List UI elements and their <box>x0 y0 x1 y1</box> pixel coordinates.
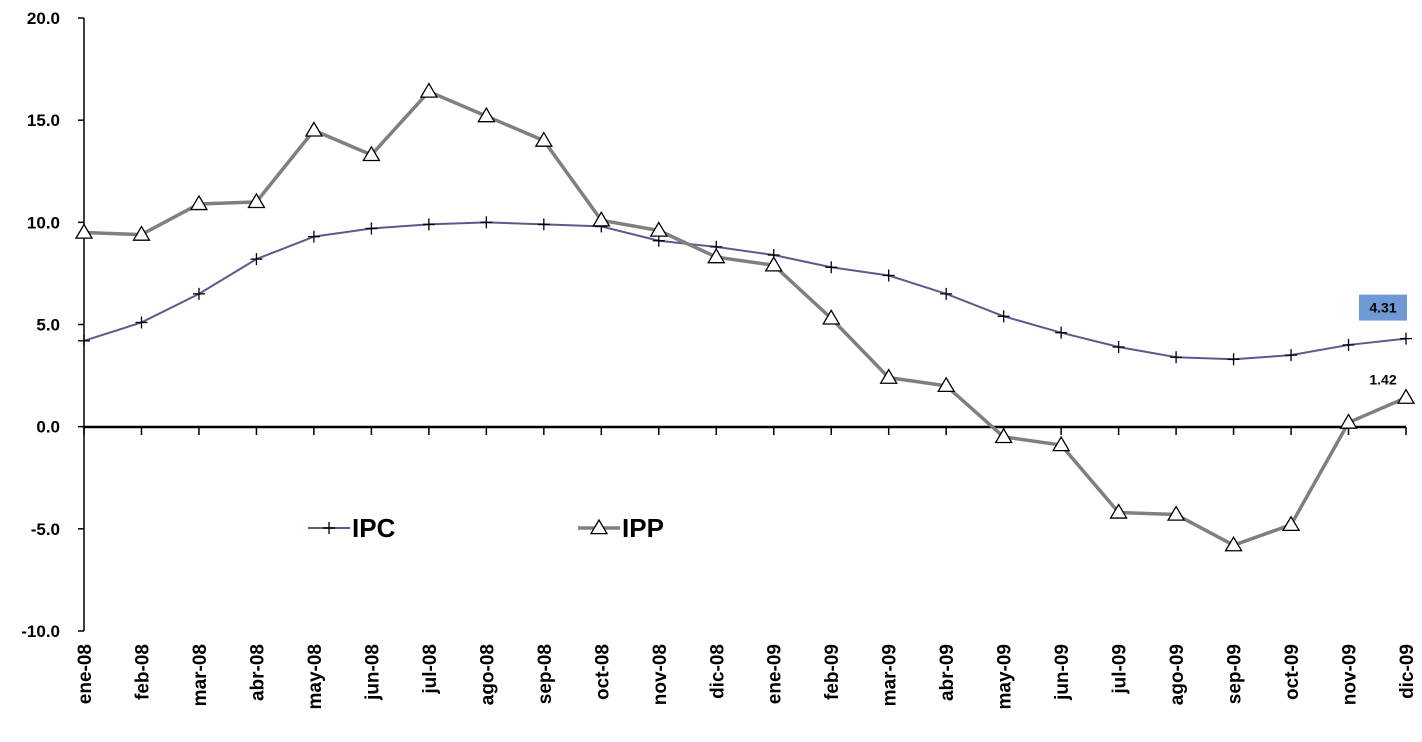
data-point-ipp <box>477 106 496 123</box>
data-point-ipc <box>825 261 838 274</box>
data-point-ipc <box>1285 349 1298 362</box>
data-point-ipc <box>1112 340 1125 353</box>
x-tick-label: nov-09 <box>1340 644 1361 705</box>
legend-label: IPC <box>352 513 396 543</box>
data-point-ipp <box>247 192 266 209</box>
data-point-ipc <box>1170 351 1183 364</box>
x-tick-label: sep-08 <box>535 644 556 704</box>
x-tick-label: jul-08 <box>420 644 441 695</box>
data-point-ipp <box>419 82 439 98</box>
data-label-ipp: 1.42 <box>1369 372 1396 388</box>
x-tick-label: oct-09 <box>1282 644 1303 700</box>
x-tick-label: ene-08 <box>75 644 96 704</box>
data-point-ipp <box>994 427 1013 444</box>
series-line-ipp <box>83 89 1407 547</box>
data-point-ipc <box>997 310 1010 323</box>
x-tick-label: jul-09 <box>1110 644 1131 695</box>
data-point-ipc <box>480 216 493 229</box>
x-tick-label: dic-09 <box>1397 644 1418 699</box>
legend-marker <box>323 522 335 534</box>
data-point-ipp <box>1166 505 1186 521</box>
data-point-ipc <box>1400 332 1412 345</box>
data-point-ipp <box>1396 388 1416 404</box>
x-tick-label: ago-09 <box>1167 644 1188 705</box>
x-tick-label: oct-08 <box>592 644 613 700</box>
data-point-ipc <box>1227 353 1240 366</box>
data-point-ipc <box>135 316 148 329</box>
x-tick-label: may-09 <box>995 644 1016 710</box>
data-point-ipp <box>649 221 668 237</box>
series-line-ipc <box>83 221 1407 361</box>
legend-item-ipp: IPP <box>578 513 664 543</box>
x-tick-label: may-08 <box>305 644 326 710</box>
data-point-ipc <box>422 218 435 231</box>
data-point-ipc <box>250 253 263 266</box>
x-tick-label: dic-08 <box>707 644 728 699</box>
x-tick-label: abr-08 <box>247 644 268 701</box>
data-point-ipc <box>940 287 953 300</box>
data-point-ipp <box>937 376 956 393</box>
data-point-ipp <box>1281 515 1301 531</box>
data-point-ipp <box>534 131 553 147</box>
y-tick-label: -5.0 <box>31 520 60 539</box>
y-tick-label: -10.0 <box>21 622 60 641</box>
data-point-ipp <box>132 225 151 241</box>
x-tick-label: jun-09 <box>1052 644 1073 701</box>
data-point-ipp <box>822 309 841 325</box>
data-point-ipp <box>1224 535 1243 552</box>
data-point-ipc <box>365 222 378 235</box>
y-tick-label: 20.0 <box>27 9 60 28</box>
data-point-ipp <box>764 255 783 272</box>
data-label-box <box>1359 294 1407 321</box>
x-tick-label: ago-08 <box>477 644 498 705</box>
x-tick-label: feb-08 <box>132 644 153 700</box>
data-point-ipp <box>879 368 898 384</box>
data-point-ipc <box>1055 326 1068 339</box>
x-tick-label: jun-08 <box>362 644 383 701</box>
data-label-ipc: 4.31 <box>1369 300 1396 316</box>
data-point-ipp <box>1051 435 1071 452</box>
data-point-ipc <box>537 218 550 231</box>
y-tick-label: 0.0 <box>36 418 60 437</box>
x-tick-label: sep-09 <box>1225 644 1246 704</box>
data-point-ipp <box>362 145 381 162</box>
x-tick-label: abr-09 <box>937 644 958 701</box>
y-tick-label: 10.0 <box>27 213 60 232</box>
x-tick-label: nov-08 <box>650 644 671 705</box>
data-point-ipc <box>192 287 205 300</box>
data-point-ipp <box>1339 413 1358 429</box>
x-tick-label: mar-08 <box>190 644 211 706</box>
legend-item-ipc: IPC <box>308 513 396 543</box>
y-tick-label: 15.0 <box>27 111 60 130</box>
data-point-ipp <box>1109 503 1128 519</box>
y-tick-label: 5.0 <box>36 316 60 335</box>
x-tick-label: feb-09 <box>822 644 843 700</box>
data-point-ipc <box>78 334 90 347</box>
data-point-ipc <box>307 230 320 243</box>
data-point-ipp <box>74 223 94 239</box>
data-point-ipp <box>707 247 726 264</box>
x-tick-label: mar-09 <box>880 644 901 706</box>
data-point-ipp <box>592 211 611 227</box>
data-point-ipp <box>189 194 209 211</box>
data-point-ipc <box>1342 338 1355 351</box>
legend-label: IPP <box>622 513 664 543</box>
x-tick-label: ene-09 <box>765 644 786 704</box>
legend-marker <box>589 518 609 535</box>
data-point-ipc <box>882 269 895 282</box>
data-point-ipp <box>304 121 324 137</box>
